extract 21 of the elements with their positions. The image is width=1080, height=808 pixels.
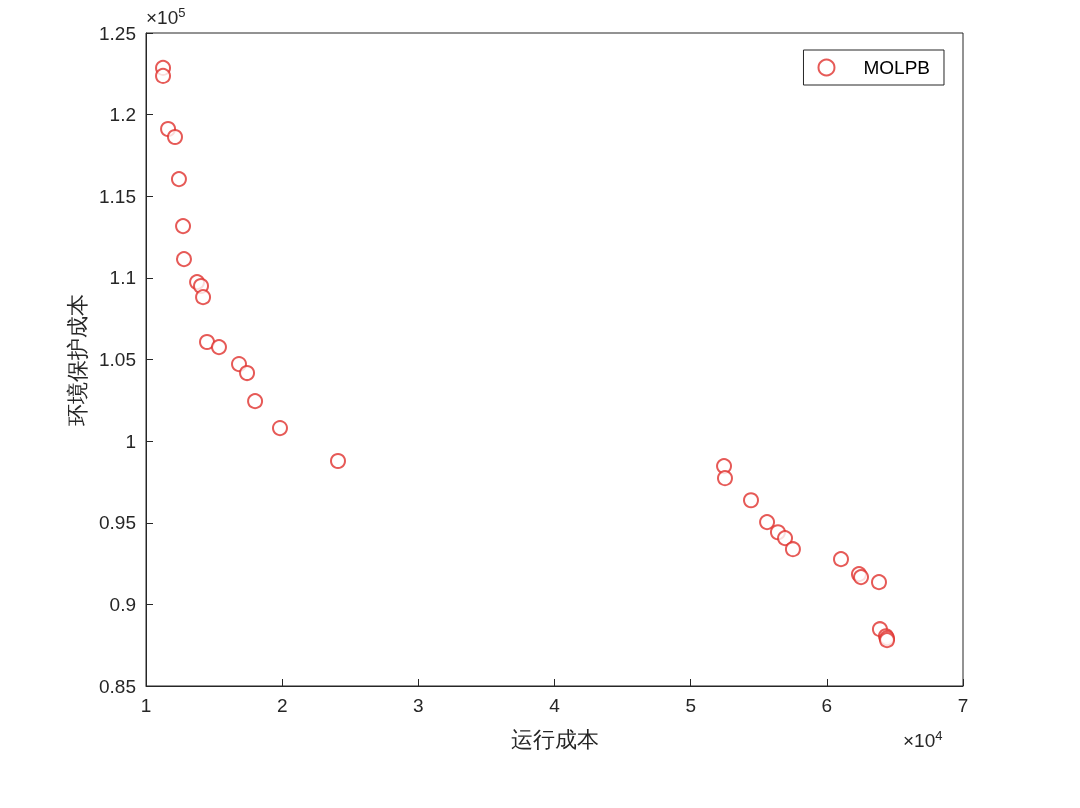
y-axis-title: 环境保护成本 <box>64 293 90 426</box>
y-tick-label: 0.95 <box>99 512 136 534</box>
x-tick-label: 3 <box>413 695 424 716</box>
y-tick-label: 1 <box>125 430 136 452</box>
y-tick-label: 1.2 <box>109 104 136 126</box>
legend-label: MOLPB <box>863 57 931 78</box>
x-axis-title: 运行成本 <box>510 726 599 752</box>
text: ×10$^{4}$ <box>903 728 943 753</box>
y-tick-label: 0.9 <box>109 593 136 615</box>
y-tick-label: 1.05 <box>99 349 136 370</box>
x-tick-label: 5 <box>685 695 696 716</box>
x-tick-label: 1 <box>140 695 152 716</box>
x-tick-label: 4 <box>549 695 561 716</box>
x-tick-label: 7 <box>957 695 969 716</box>
text: ×10$^{5}$ <box>146 5 186 30</box>
x-tick-label: 2 <box>276 695 288 716</box>
x-tick-label: 6 <box>821 695 833 716</box>
y-tick-label: 1.15 <box>99 185 136 207</box>
y-tick-label: 0.85 <box>99 675 136 697</box>
y-tick-label: 1.1 <box>109 267 136 289</box>
y-tick-label: 1.25 <box>99 22 136 44</box>
